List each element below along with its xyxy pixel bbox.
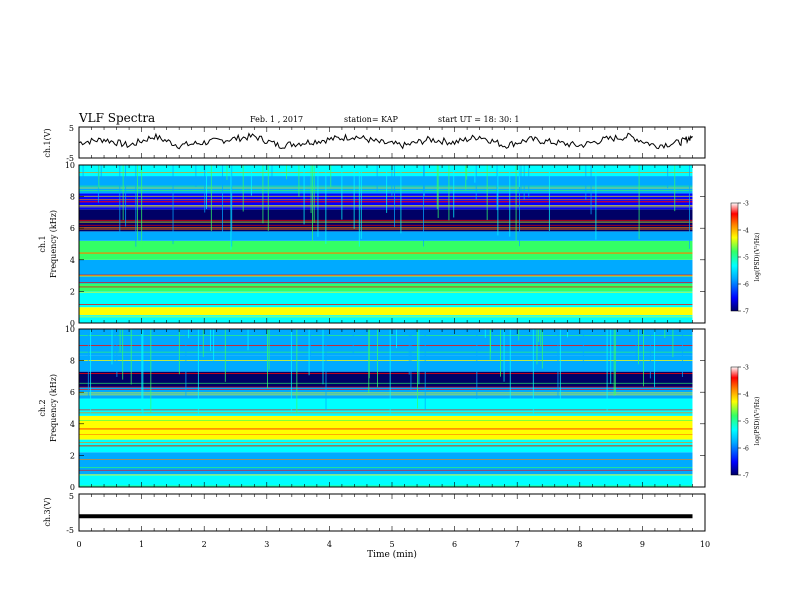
start-time-label: start UT = 18: 30: 1 — [438, 115, 519, 124]
figure-title: VLF Spectra — [78, 111, 155, 125]
ch1-colorbar-tick-label: -7 — [743, 309, 749, 316]
ch2-spectrogram-band — [79, 398, 693, 416]
x-tick-label: 1 — [139, 540, 144, 549]
x-tick-label: 3 — [264, 540, 269, 549]
ch2-colorbar-tick-label: -4 — [743, 392, 749, 399]
station-label: station= KAP — [344, 115, 399, 124]
ch2-colorbar-tick-label: -7 — [743, 473, 749, 480]
ch2-spectrogram-ytick-label: 0 — [70, 483, 75, 492]
ch2-spectrogram-ylabel-frequency: Frequency (kHz) — [49, 374, 58, 442]
ch2-spectrogram-band — [79, 329, 693, 356]
ch1-waveform-ytick-top: 5 — [69, 124, 74, 133]
ch1-spectrogram-ytick-label: 4 — [70, 256, 75, 265]
ch1-spectrogram-ylabel: ch.1 — [38, 235, 47, 252]
ch2-spectrogram-image — [79, 329, 705, 487]
ch3-waveform-ylabel: ch.3(V) — [43, 497, 52, 526]
ch1-colorbar — [730, 202, 739, 312]
x-tick-label: 8 — [577, 540, 582, 549]
ch1-waveform-panel: 5 -5 ch.1(V) — [43, 124, 706, 163]
ch3-waveform-ytick-top: 5 — [69, 492, 74, 501]
x-tick-label: 2 — [202, 540, 207, 549]
ch2-colorbar-tick-label: -5 — [743, 419, 749, 426]
ch1-spectrogram-ytick-label: 2 — [70, 287, 75, 296]
ch1-spectrogram-band — [79, 165, 693, 177]
ch1-spectrogram-ytick-label: 10 — [65, 161, 75, 170]
ch2-spectrogram-ytick-label: 10 — [65, 325, 75, 334]
ch2-spectrogram-ytick-label: 6 — [70, 388, 75, 397]
ch2-spectrogram-band — [79, 415, 693, 440]
date-label: Feb. 1 , 2017 — [250, 115, 303, 124]
ch2-colorbar-tick-label: -3 — [743, 365, 749, 372]
ch1-spectrogram-band — [79, 315, 693, 323]
ch1-spectrogram-band — [79, 259, 693, 284]
ch1-spectrogram-band — [79, 176, 693, 194]
ch2-spectrogram-ytick-label: 8 — [70, 357, 75, 366]
x-tick-label: 9 — [640, 540, 645, 549]
x-tick-label: 4 — [327, 540, 332, 549]
ch1-colorbar-tick-label: -3 — [743, 201, 749, 208]
ch1-colorbar-tick-label: -5 — [743, 255, 749, 262]
ch2-colorbar-label: log(PSD)(V²/Hz) — [754, 397, 761, 446]
ch1-spectrogram-band — [79, 291, 693, 308]
x-axis-label: Time (min) — [367, 549, 417, 560]
ch1-waveform-trace — [78, 132, 693, 150]
ch1-colorbar-tick-label: -4 — [743, 228, 749, 235]
ch2-spectrogram-ylabel: ch.2 — [38, 399, 47, 416]
ch2-spectrogram-band — [79, 355, 693, 372]
ch1-spectrogram-band — [79, 231, 693, 241]
ch1-spectrogram-band — [79, 307, 693, 316]
x-tick-label: 7 — [515, 540, 520, 549]
ch1-waveform-ytick-bottom: -5 — [66, 154, 74, 163]
ch2-colorbar — [730, 366, 739, 476]
x-tick-label: 5 — [389, 540, 394, 549]
ch1-spectrogram-band — [79, 283, 693, 292]
ch1-colorbar-tick-label: -6 — [743, 282, 749, 289]
ch1-spectrogram-ylabel-frequency: Frequency (kHz) — [49, 210, 58, 278]
ch2-spectrogram-ytick-label: 4 — [70, 420, 75, 429]
ch2-spectrogram-ytick-label: 2 — [70, 451, 75, 460]
ch1-waveform-ylabel: ch.1(V) — [43, 128, 52, 157]
ch2-colorbar-tick-label: -6 — [743, 446, 749, 453]
ch2-spectrogram-band — [79, 452, 693, 475]
ch1-spectrogram-ytick-label: 0 — [70, 319, 75, 328]
ch2-spectrogram-band — [79, 371, 693, 388]
x-tick-label: 10 — [700, 540, 710, 549]
ch1-spectrogram-band — [79, 240, 693, 260]
ch3-waveform-panel: 5 -5 ch.3(V) 0 1 2 3 4 5 6 7 8 9 10 Time (min) — [43, 492, 710, 560]
ch3-waveform-ytick-bottom: -5 — [66, 526, 74, 535]
ch2-spectrogram-band — [79, 474, 693, 487]
ch1-colorbar-label: log(PSD)(V²/Hz) — [754, 233, 761, 282]
ch1-spectrogram-ytick-label: 6 — [70, 224, 75, 233]
ch1-spectrogram-ytick-label: 8 — [70, 193, 75, 202]
ch1-spectrogram-image — [79, 165, 705, 323]
x-tick-label: 6 — [452, 540, 457, 549]
ch3-waveform-frame — [78, 493, 706, 532]
x-tick-label: 0 — [76, 540, 81, 549]
